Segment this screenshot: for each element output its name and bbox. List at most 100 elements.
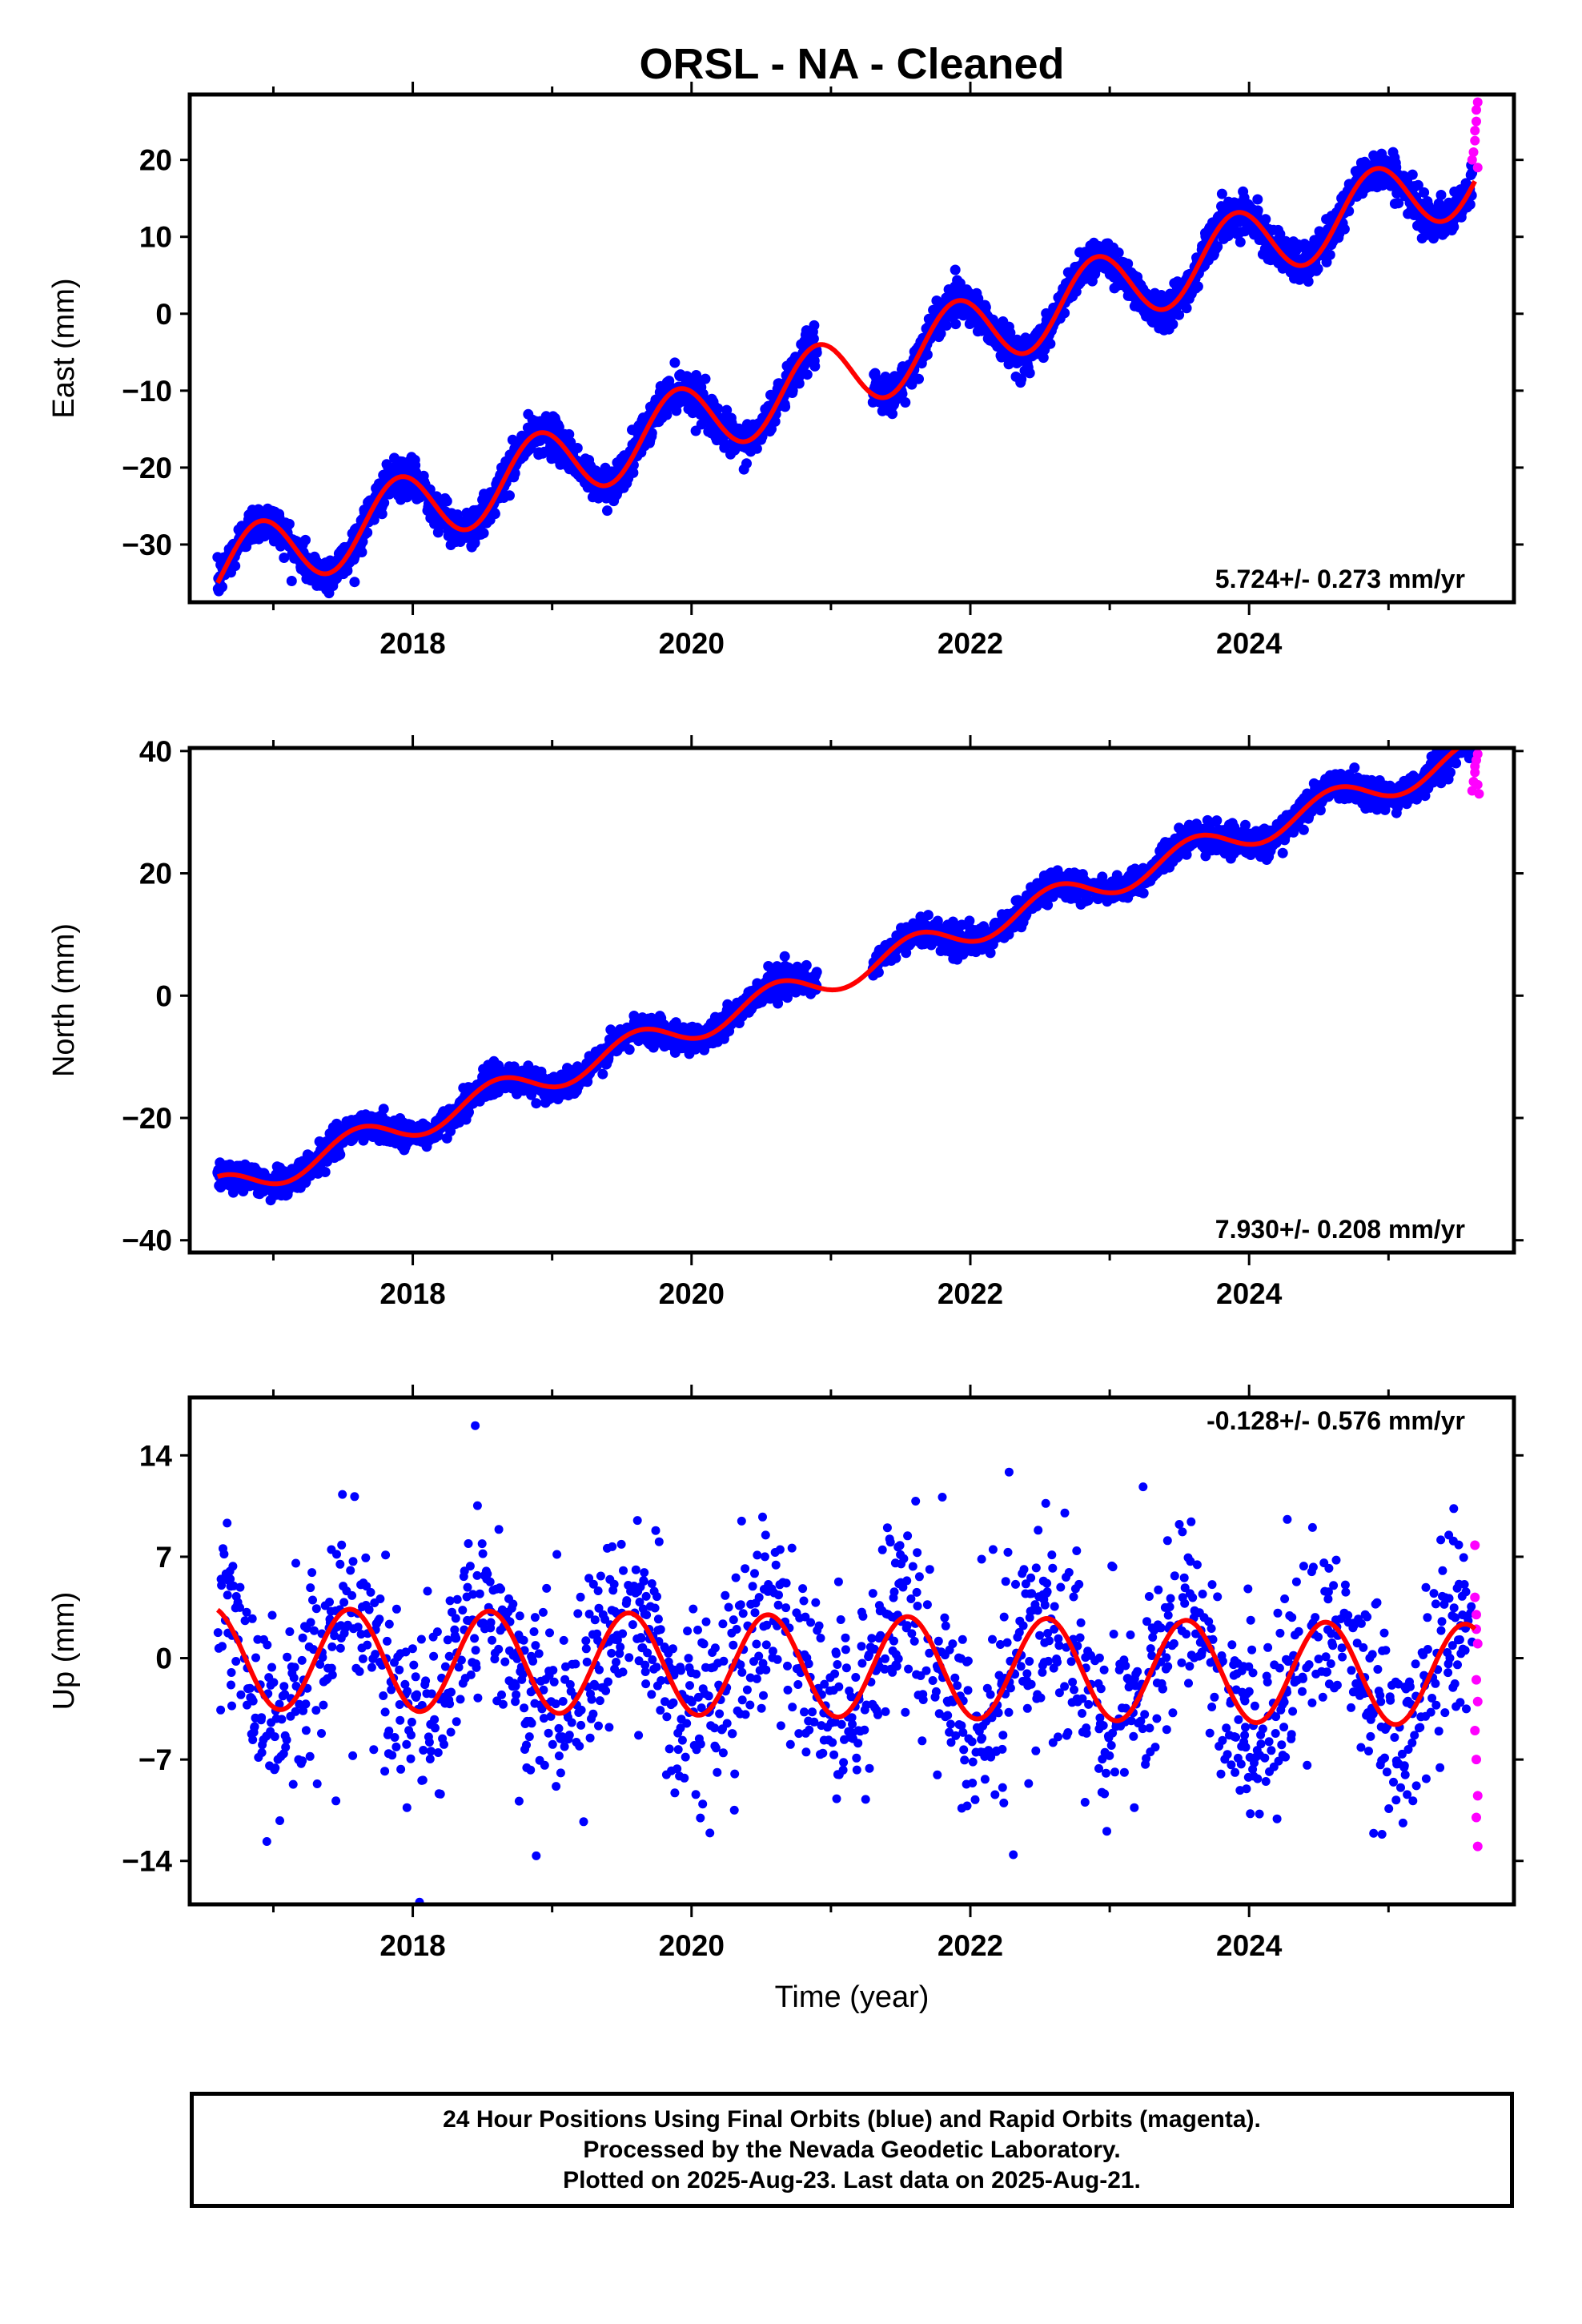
data-point bbox=[1192, 281, 1203, 292]
data-point bbox=[890, 952, 901, 963]
data-point bbox=[602, 505, 612, 517]
data-point bbox=[765, 389, 776, 400]
data-point bbox=[356, 547, 367, 557]
chart-title: ORSL - NA - Cleaned bbox=[639, 40, 1064, 88]
data-point bbox=[941, 320, 952, 331]
data-point bbox=[1181, 303, 1192, 314]
data-point bbox=[950, 319, 962, 330]
data-point bbox=[801, 959, 812, 971]
y-tick-label: 0 bbox=[155, 298, 172, 331]
data-point bbox=[787, 385, 798, 396]
rapid-point bbox=[1470, 135, 1480, 146]
data-point bbox=[1407, 169, 1418, 180]
data-point bbox=[935, 328, 946, 339]
data-point bbox=[230, 561, 241, 572]
data-point bbox=[741, 458, 752, 469]
data-point bbox=[624, 1044, 635, 1055]
data-point bbox=[713, 403, 724, 414]
data-point bbox=[900, 397, 911, 408]
data-point bbox=[793, 378, 805, 389]
data-point bbox=[922, 910, 934, 921]
data-point bbox=[780, 401, 791, 412]
data-point bbox=[1216, 188, 1227, 199]
y-tick-label: 20 bbox=[139, 144, 172, 177]
data-point bbox=[954, 278, 966, 289]
data-point bbox=[808, 333, 819, 344]
data-point bbox=[646, 428, 657, 439]
data-point bbox=[1122, 258, 1134, 269]
data-point bbox=[691, 370, 702, 380]
data-point bbox=[887, 408, 898, 420]
y-axis-label: East (mm) bbox=[47, 278, 81, 418]
data-point bbox=[811, 967, 822, 978]
data-point bbox=[669, 357, 681, 368]
data-point bbox=[921, 349, 933, 360]
data-point bbox=[319, 1167, 331, 1177]
data-point bbox=[376, 509, 387, 520]
data-point bbox=[509, 468, 520, 479]
final-orbit-points bbox=[212, 97, 1483, 599]
data-point bbox=[1016, 374, 1027, 384]
data-point bbox=[378, 1104, 389, 1115]
data-point bbox=[1252, 194, 1263, 205]
data-point bbox=[751, 443, 762, 454]
data-point bbox=[1324, 249, 1335, 260]
data-point bbox=[721, 404, 733, 416]
data-point bbox=[349, 577, 360, 588]
data-point bbox=[1005, 328, 1016, 339]
data-point bbox=[335, 1149, 346, 1160]
x-tick-label: 2020 bbox=[659, 627, 725, 660]
data-point bbox=[950, 264, 961, 275]
data-point bbox=[300, 534, 311, 545]
data-point bbox=[811, 347, 822, 358]
fit-line bbox=[215, 166, 1477, 585]
data-point bbox=[217, 581, 227, 593]
data-point bbox=[531, 1098, 542, 1109]
data-point bbox=[1059, 308, 1070, 319]
data-point bbox=[1038, 352, 1049, 364]
data-point bbox=[1260, 214, 1271, 225]
data-point bbox=[452, 509, 464, 521]
x-tick-label: 2022 bbox=[938, 627, 1003, 660]
data-point bbox=[700, 373, 711, 384]
rapid-point bbox=[1470, 126, 1480, 136]
y-tick-label: −20 bbox=[122, 452, 172, 485]
data-point bbox=[1435, 190, 1447, 200]
data-point bbox=[564, 428, 575, 440]
data-point bbox=[279, 553, 290, 563]
data-point bbox=[696, 419, 707, 430]
data-point bbox=[1024, 368, 1035, 379]
rapid-point bbox=[1472, 97, 1483, 107]
rapid-point bbox=[1471, 116, 1481, 127]
data-point bbox=[1252, 205, 1263, 216]
data-point bbox=[1312, 263, 1323, 275]
data-point bbox=[628, 467, 639, 478]
data-point bbox=[286, 576, 297, 586]
data-point bbox=[342, 565, 353, 577]
data-point bbox=[283, 518, 295, 529]
data-point bbox=[478, 528, 489, 539]
panel-frame bbox=[187, 92, 1516, 605]
y-tick-label: −10 bbox=[122, 375, 172, 408]
x-tick-label: 2018 bbox=[379, 627, 445, 660]
data-point bbox=[1448, 221, 1460, 232]
data-point bbox=[779, 951, 790, 962]
data-point bbox=[1167, 319, 1178, 330]
data-point bbox=[809, 320, 820, 331]
data-point bbox=[1339, 223, 1350, 235]
rapid-point bbox=[1468, 147, 1479, 158]
rapid-point bbox=[1472, 163, 1483, 173]
data-point bbox=[801, 369, 813, 380]
data-point bbox=[565, 436, 576, 448]
data-point bbox=[1419, 187, 1430, 198]
data-point bbox=[1235, 236, 1246, 247]
data-point bbox=[368, 514, 379, 525]
data-point bbox=[1045, 338, 1056, 349]
y-tick-label: 10 bbox=[139, 221, 172, 254]
data-point bbox=[432, 527, 444, 538]
data-point bbox=[1174, 309, 1185, 320]
